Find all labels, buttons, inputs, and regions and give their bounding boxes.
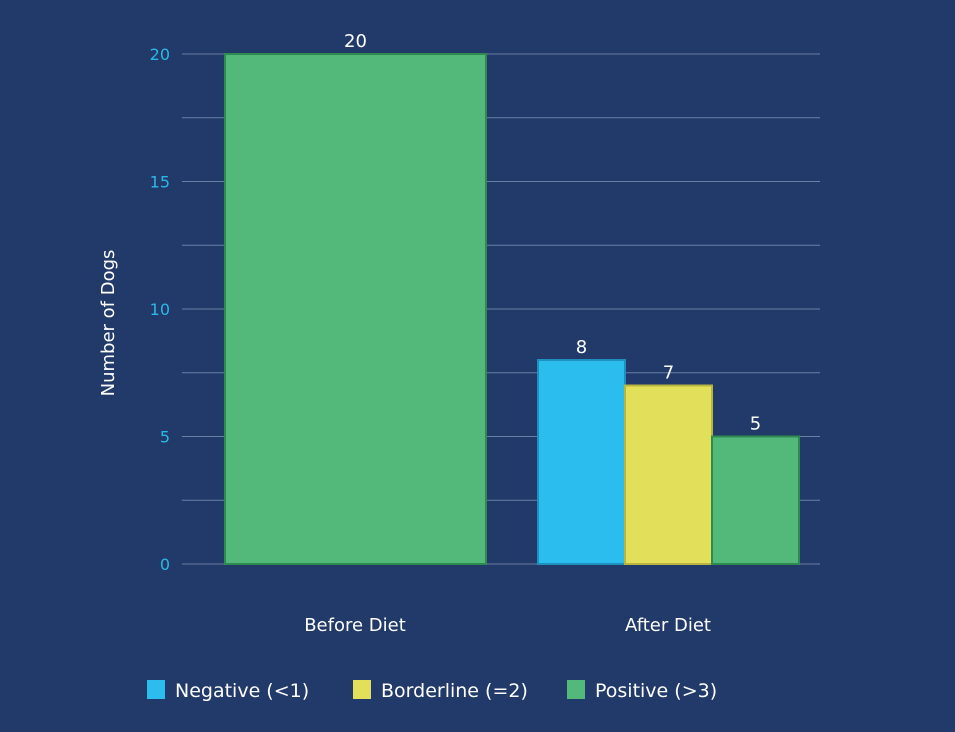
bar-after-diet-2	[711, 435, 800, 565]
legend-label: Negative (<1)	[175, 680, 309, 702]
legend-swatch	[567, 680, 585, 699]
bar-before-diet-0	[224, 53, 487, 565]
y-axis-title: Number of Dogs	[98, 250, 119, 397]
legend-label: Positive (>3)	[595, 680, 717, 702]
legend: Negative (<1) Borderline (=2) Positive (>3…	[147, 680, 717, 702]
y-tick-label: 20	[150, 45, 170, 64]
category-label: Before Diet	[304, 615, 406, 636]
bars	[224, 53, 800, 565]
bar-after-diet-1	[624, 384, 713, 565]
bar-after-diet-0	[537, 359, 626, 565]
bar-value-label: 8	[576, 337, 587, 358]
bar-value-label: 20	[344, 31, 367, 52]
y-tick-label: 10	[150, 300, 170, 319]
value-labels: 20 8 7 5	[344, 31, 761, 435]
y-tick-label: 5	[160, 428, 170, 447]
legend-swatch	[353, 680, 371, 699]
y-tick-label: 0	[160, 555, 170, 574]
legend-label: Borderline (=2)	[381, 680, 528, 702]
category-label: After Diet	[625, 615, 711, 636]
category-labels: Before Diet After Diet	[304, 615, 711, 636]
y-axis-ticks: 0 5 10 15 20	[150, 45, 170, 574]
bar-value-label: 7	[663, 363, 674, 384]
legend-swatch	[147, 680, 165, 699]
y-tick-label: 15	[150, 173, 170, 192]
bar-value-label: 5	[750, 414, 761, 435]
